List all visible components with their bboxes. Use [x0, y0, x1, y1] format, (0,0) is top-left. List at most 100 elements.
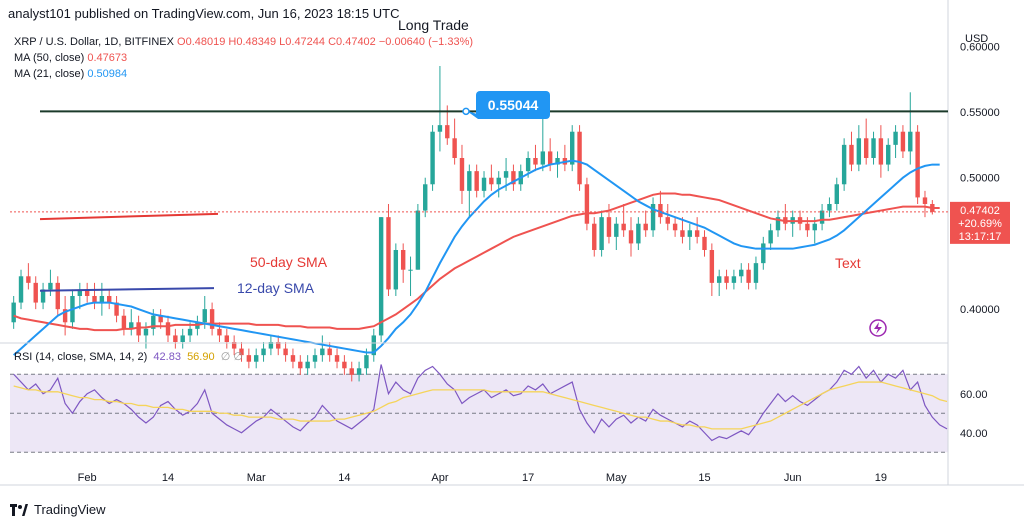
candle-body [261, 348, 266, 356]
candle-body [209, 309, 215, 329]
candle-body [459, 158, 465, 191]
rsi-tick-label: 40.00 [960, 428, 988, 440]
candle-body [511, 171, 516, 185]
candle-body [849, 144, 854, 165]
time-tick-label: 17 [522, 472, 534, 484]
rsi-sma-value: 56.90 [187, 351, 215, 363]
candle-body [739, 269, 744, 277]
candle-body [129, 322, 134, 329]
ma50-value: 0.47673 [87, 52, 128, 64]
candle-body [716, 276, 722, 283]
ohlc-values: O0.48019 H0.48349 L0.47244 C0.47402 −0.0… [177, 36, 474, 48]
sma12-label: 12-day SMA [237, 280, 315, 296]
candle-body [900, 131, 906, 152]
candle-body [423, 184, 428, 211]
price-tick-label: 0.50000 [960, 173, 1000, 185]
candle-body [650, 204, 656, 231]
candle-body [92, 296, 97, 303]
candle-body [437, 125, 443, 132]
candle-body [599, 217, 604, 250]
candle-body [378, 217, 384, 336]
candle-body [239, 348, 244, 356]
publish-info: analyst101 published on TradingView.com,… [8, 6, 400, 21]
callout-pointer [466, 110, 492, 119]
candle-body [687, 230, 693, 237]
candle-body [180, 335, 185, 342]
candle-body [886, 144, 891, 165]
candle-body [77, 289, 83, 296]
candle-body [305, 361, 310, 369]
candle-body [430, 131, 435, 185]
candle-body [173, 335, 178, 342]
ma21-value: 0.50984 [87, 68, 128, 80]
price-tick-label: 0.55000 [960, 107, 1000, 119]
candle-body [253, 355, 259, 362]
ma50-line [13, 192, 940, 332]
candle-body [614, 223, 619, 237]
candle-body [356, 368, 362, 375]
candle-body [731, 276, 737, 283]
rsi-legend: RSI (14, close, SMA, 14, 2) 42.83 56.90 … [14, 350, 243, 363]
rsi-tick-label: 60.00 [960, 389, 988, 401]
candle-body [812, 223, 817, 231]
candle-body [40, 289, 46, 303]
candle-body [592, 223, 597, 250]
price-tick-label: 0.60000 [960, 41, 1000, 53]
candle-body [283, 348, 288, 356]
candle-body [99, 296, 105, 303]
rsi-sma-line [13, 381, 948, 430]
candle-body [481, 177, 487, 191]
sma50-label: 50-day SMA [250, 254, 328, 270]
candle-body [709, 250, 715, 283]
candle-body [290, 355, 296, 362]
candle-body [555, 158, 560, 165]
candle-body [62, 309, 68, 323]
footer-brand[interactable]: TradingView [10, 502, 106, 517]
candle-body [606, 217, 612, 237]
candle-body [151, 315, 156, 329]
candle-body [577, 131, 582, 185]
candle-body [702, 236, 707, 250]
candle-body [871, 138, 876, 158]
candle-body [761, 243, 766, 264]
price-badge-price: 0.47402 [960, 205, 1000, 217]
price-tick-label: 0.40000 [960, 304, 1000, 316]
candle-body [834, 184, 839, 204]
candle-body [915, 131, 920, 198]
candle-body [746, 269, 751, 283]
candle-body [621, 223, 626, 231]
candle-body [636, 223, 641, 244]
lightning-bolt-icon [874, 322, 882, 334]
candle-body [246, 355, 252, 362]
candle-body [584, 184, 590, 224]
callout-label: 0.55044 [488, 97, 539, 113]
price-badge-countdown: 13:17:17 [959, 231, 1002, 243]
candle-body [819, 210, 825, 224]
rsi-label: RSI (14, close, SMA, 14, 2) [14, 351, 148, 363]
candle-body [768, 230, 773, 244]
time-tick-label: 19 [875, 472, 887, 484]
ma21-label: MA (21, close) [14, 68, 85, 80]
candle-body [643, 223, 648, 231]
candle-body [18, 276, 24, 303]
candle-body [48, 282, 53, 290]
candle-body [276, 342, 281, 349]
candle-body [856, 138, 862, 165]
candle-body [878, 138, 884, 165]
candle-body [467, 171, 472, 191]
candle-body [496, 177, 501, 185]
candle-body [658, 204, 663, 218]
lightning-icon [869, 319, 887, 337]
candle-body [540, 151, 546, 165]
candle-body [400, 250, 406, 270]
candle-body [158, 315, 163, 323]
callout-anchor [462, 107, 470, 116]
ma50-label: MA (50, close) [14, 52, 85, 64]
candle-body [231, 342, 237, 349]
candle-body [863, 138, 869, 158]
candle-body [386, 217, 391, 290]
candle-body [547, 151, 553, 165]
candle-body [415, 210, 421, 270]
